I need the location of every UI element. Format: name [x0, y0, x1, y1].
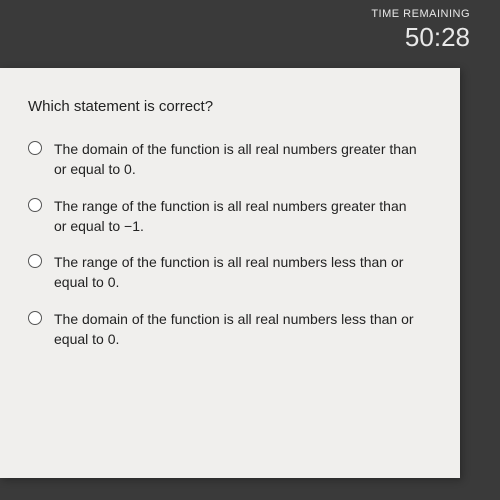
option-row: The domain of the function is all real n… — [28, 309, 428, 350]
time-remaining-value: 50:28 — [371, 22, 470, 53]
question-panel: Which statement is correct? The domain o… — [0, 68, 460, 478]
option-text-2: The range of the function is all real nu… — [54, 196, 428, 237]
option-text-1: The domain of the function is all real n… — [54, 139, 428, 180]
time-remaining-label: TIME REMAINING — [371, 8, 470, 20]
radio-option-4[interactable] — [28, 311, 42, 325]
radio-option-3[interactable] — [28, 254, 42, 268]
option-row: The range of the function is all real nu… — [28, 252, 428, 293]
radio-option-2[interactable] — [28, 198, 42, 212]
option-text-4: The domain of the function is all real n… — [54, 309, 428, 350]
radio-option-1[interactable] — [28, 141, 42, 155]
option-row: The domain of the function is all real n… — [28, 139, 428, 180]
option-text-3: The range of the function is all real nu… — [54, 252, 428, 293]
question-prompt: Which statement is correct? — [28, 96, 428, 117]
option-row: The range of the function is all real nu… — [28, 196, 428, 237]
timer-header: TIME REMAINING 50:28 — [371, 8, 470, 53]
